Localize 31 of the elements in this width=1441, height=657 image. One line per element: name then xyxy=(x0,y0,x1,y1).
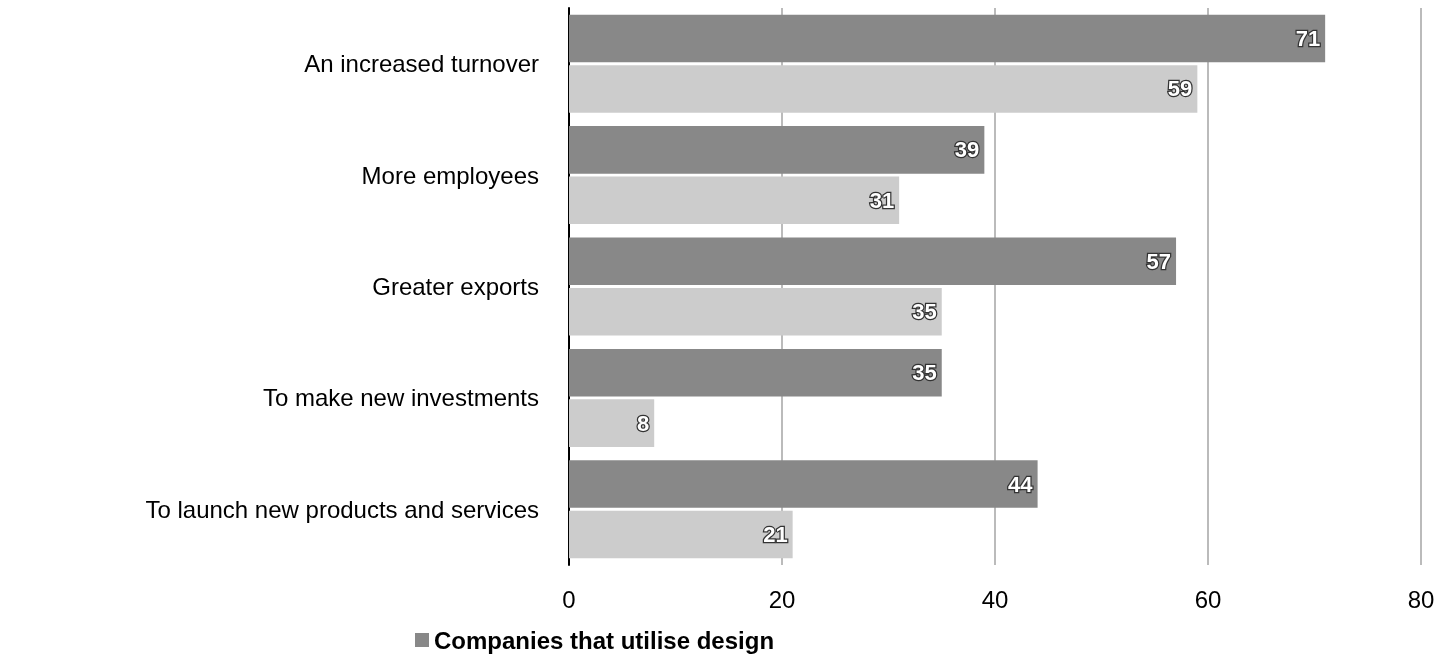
data-label: 71 xyxy=(1295,25,1321,51)
data-label: 35 xyxy=(912,299,937,325)
y-tick-label: More employees xyxy=(361,161,539,189)
bar xyxy=(569,65,1198,113)
bar xyxy=(569,287,942,336)
bar xyxy=(569,348,942,397)
bar xyxy=(569,460,1038,508)
data-label: 8 xyxy=(636,410,650,436)
data-label: 39 xyxy=(954,137,980,163)
y-tick-label: To make new investments xyxy=(262,384,539,412)
x-tick-label: 40 xyxy=(981,585,1009,613)
y-tick-label: To launch new products and services xyxy=(145,495,539,523)
legend-label: Companies that utilise design xyxy=(434,626,775,654)
x-tick-label: 80 xyxy=(1407,585,1435,613)
data-label: 35 xyxy=(912,360,937,386)
bar xyxy=(569,176,900,225)
y-tick-label: Greater exports xyxy=(372,273,539,300)
data-label: 21 xyxy=(763,522,788,548)
x-tick-label: 0 xyxy=(562,585,576,613)
bar xyxy=(569,237,1177,286)
data-label: 31 xyxy=(869,187,895,213)
bar xyxy=(569,14,1326,63)
data-label: 57 xyxy=(1146,248,1172,274)
y-tick-label: An increased turnover xyxy=(304,50,540,78)
data-label: 44 xyxy=(1008,471,1034,497)
x-tick-label: 20 xyxy=(768,585,796,613)
bar xyxy=(569,510,793,559)
bar xyxy=(569,126,985,174)
bar xyxy=(569,399,655,447)
x-tick-label: 60 xyxy=(1194,585,1222,613)
data-label: 59 xyxy=(1167,76,1193,102)
